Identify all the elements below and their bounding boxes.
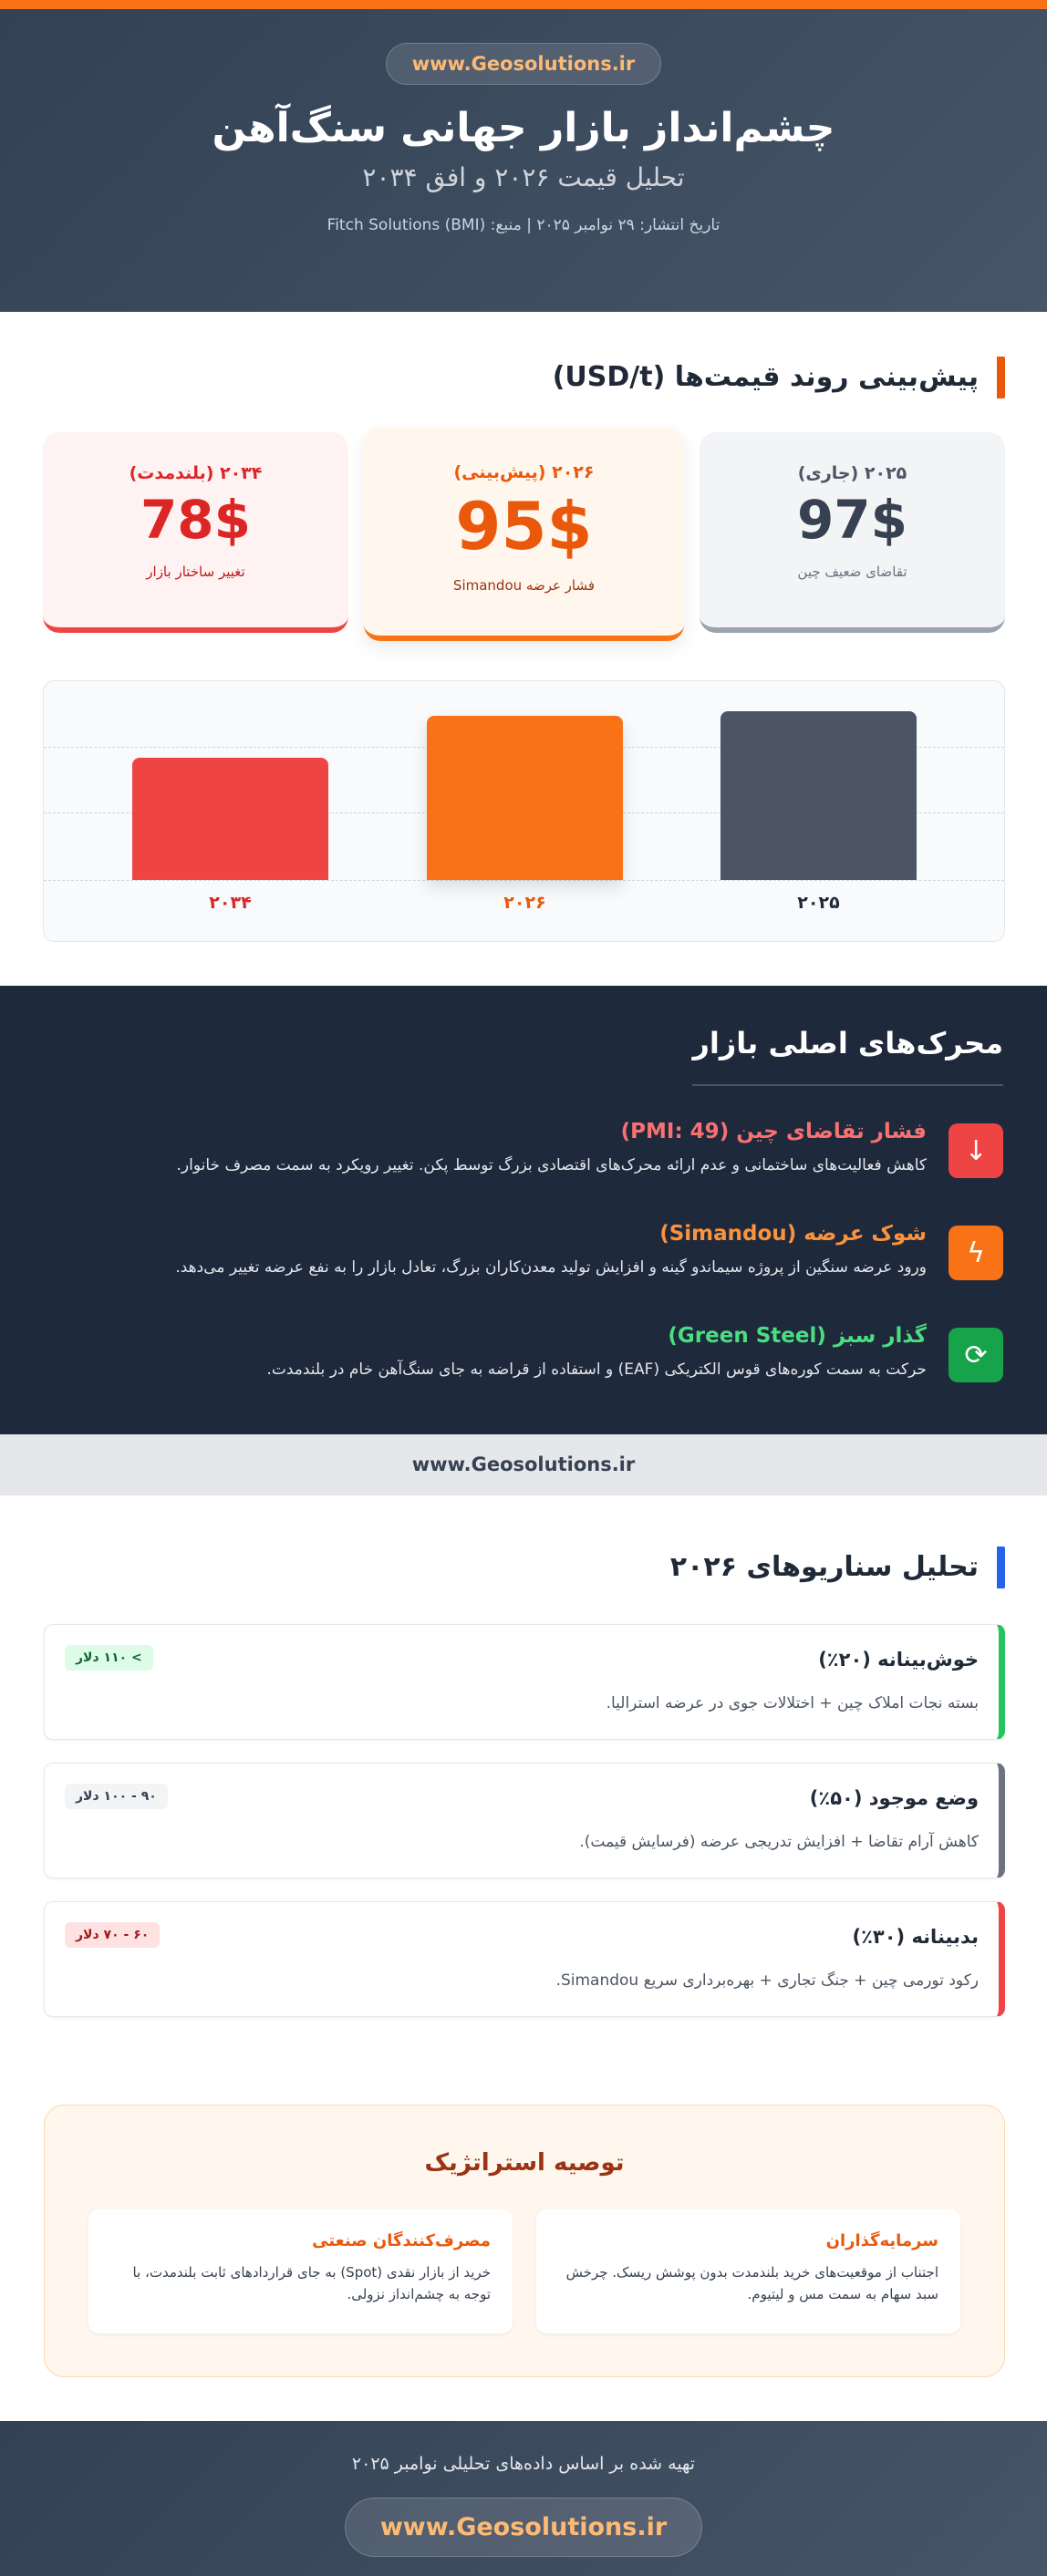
price-card-2026: ۲۰۲۶ (پیش‌بینی) 95$ فشار عرضه Simandou	[364, 428, 684, 641]
lightning-icon: ϟ	[949, 1226, 1003, 1280]
driver-title: شوک عرضه (Simandou)	[659, 1222, 927, 1246]
refresh-icon: ⟳	[949, 1328, 1003, 1382]
publish-meta: تاریخ انتشار: ۲۹ نوامبر ۲۰۲۵ | منبع: Fit…	[327, 216, 720, 234]
price-card-value: 78$	[140, 489, 252, 551]
scenario-text: بسته نجات املاک چین + اختلالات جوی در عر…	[606, 1694, 979, 1712]
footer-site-link[interactable]: www.Geosolutions.ir	[344, 2498, 703, 2557]
bar-1	[427, 716, 623, 880]
recommendation-card-title: مصرف‌کنندگان صنعتی	[312, 2231, 491, 2250]
scenario-title: خوش‌بینانه (۲۰٪)	[818, 1649, 979, 1671]
page-subtitle: تحلیل قیمت ۲۰۲۶ و افق ۲۰۳۴	[362, 162, 685, 192]
site-link-pill[interactable]: www.Geosolutions.ir	[385, 43, 662, 85]
strategy-recommendation: توصیه استراتژیک سرمایه‌گذاران اجتناب از …	[44, 2105, 1005, 2377]
recommendation-card-investors: سرمایه‌گذاران اجتناب از موقعیت‌های خرید …	[536, 2209, 960, 2333]
price-card-note: فشار عرضه Simandou	[452, 577, 596, 594]
price-card-value: 97$	[796, 489, 908, 551]
price-card-value: 95$	[455, 488, 593, 564]
drivers-title: محرک‌های اصلی بازار	[692, 1026, 1003, 1086]
price-card-label: ۲۰۲۶ (پیش‌بینی)	[453, 462, 595, 482]
gridline	[44, 880, 1004, 881]
recommendation-card-industrial: مصرف‌کنندگان صنعتی خرید از بازار نقدی (S…	[88, 2209, 513, 2333]
price-card-2034: ۲۰۳۴ (بلندمدت) 78$ تغییر ساختار بازار	[43, 432, 348, 633]
scenario-card: وضع موجود (۵۰٪) کاهش آرام تقاضا + افزایش…	[44, 1763, 1005, 1878]
scenario-text: رکود تورمی چین + جنگ تجاری + بهره‌برداری…	[555, 1971, 979, 1990]
page-title: چشم‌انداز بازار جهانی سنگ‌آهن	[212, 105, 835, 151]
bar-label: ۲۰۲۵	[797, 893, 840, 913]
price-card-label: ۲۰۲۵ (جاری)	[797, 463, 907, 483]
footer-text: تهیه شده بر اساس داده‌های تحلیلی نوامبر …	[351, 2454, 696, 2474]
recommendation-card-text: خرید از بازار نقدی (Spot) به جای قرارداد…	[132, 2264, 492, 2302]
top-accent-bar	[0, 0, 1047, 9]
price-card-2025: ۲۰۲۵ (جاری) 97$ تقاضای ضعیف چین	[700, 432, 1005, 633]
recommendation-card-text: اجتناب از موقعیت‌های خرید بلندمدت بدون پ…	[565, 2264, 938, 2302]
forecast-section-title: پیش‌بینی روند قیمت‌ها (USD/t)	[553, 357, 1005, 398]
bar-label: ۲۰۳۴	[209, 893, 252, 913]
scenario-title: وضع موجود (۵۰٪)	[809, 1787, 979, 1809]
bar-label: ۲۰۲۶	[503, 893, 546, 913]
price-card-note: تغییر ساختار بازار	[146, 564, 245, 580]
price-range-badge: ۹۰ - ۱۰۰ دلار	[65, 1784, 168, 1809]
bar-2	[132, 758, 328, 880]
scenario-title: بدبینانه (۳۰٪)	[852, 1926, 979, 1948]
price-card-note: تقاضای ضعیف چین	[797, 564, 907, 580]
site-band[interactable]: www.Geosolutions.ir	[0, 1434, 1047, 1495]
recommendation-card-title: سرمایه‌گذاران	[825, 2231, 938, 2250]
bar-0	[720, 711, 917, 880]
scenario-text: کاهش آرام تقاضا + افزایش تدریجی عرضه (فر…	[579, 1833, 979, 1851]
price-range-badge: ۶۰ - ۷۰ دلار	[65, 1922, 161, 1948]
price-card-label: ۲۰۳۴ (بلندمدت)	[129, 463, 263, 483]
recommendation-title: توصیه استراتژیک	[424, 2149, 625, 2177]
scenario-card: خوش‌بینانه (۲۰٪) بسته نجات املاک چین + ا…	[44, 1624, 1005, 1740]
price-range-badge: > ۱۱۰ دلار	[65, 1645, 153, 1671]
drivers-section: محرک‌های اصلی بازار ↓ فشار تقاضای چین (P…	[0, 986, 1047, 1434]
driver-text: کاهش فعالیت‌های ساختمانی و عدم ارائه محر…	[176, 1156, 927, 1174]
price-bar-chart: ۲۰۲۵ ۲۰۲۶ ۲۰۳۴	[43, 680, 1005, 942]
page-footer: تهیه شده بر اساس داده‌های تحلیلی نوامبر …	[0, 2421, 1047, 2576]
scenarios-section-title: تحلیل سناریوهای ۲۰۲۶	[670, 1547, 1005, 1588]
driver-title: گذار سبز (Green Steel)	[668, 1324, 927, 1348]
driver-title: فشار تقاضای چین (PMI: 49)	[620, 1120, 927, 1143]
page-header: www.Geosolutions.ir چشم‌انداز بازار جهان…	[0, 9, 1047, 312]
scenario-card: بدبینانه (۳۰٪) رکود تورمی چین + جنگ تجار…	[44, 1901, 1005, 2017]
arrow-down-icon: ↓	[949, 1123, 1003, 1178]
driver-text: حرکت به سمت کوره‌های قوس الکتریکی (EAF) …	[266, 1360, 927, 1379]
driver-text: ورود عرضه سنگین از پروژه سیماندو گینه و …	[175, 1258, 927, 1277]
